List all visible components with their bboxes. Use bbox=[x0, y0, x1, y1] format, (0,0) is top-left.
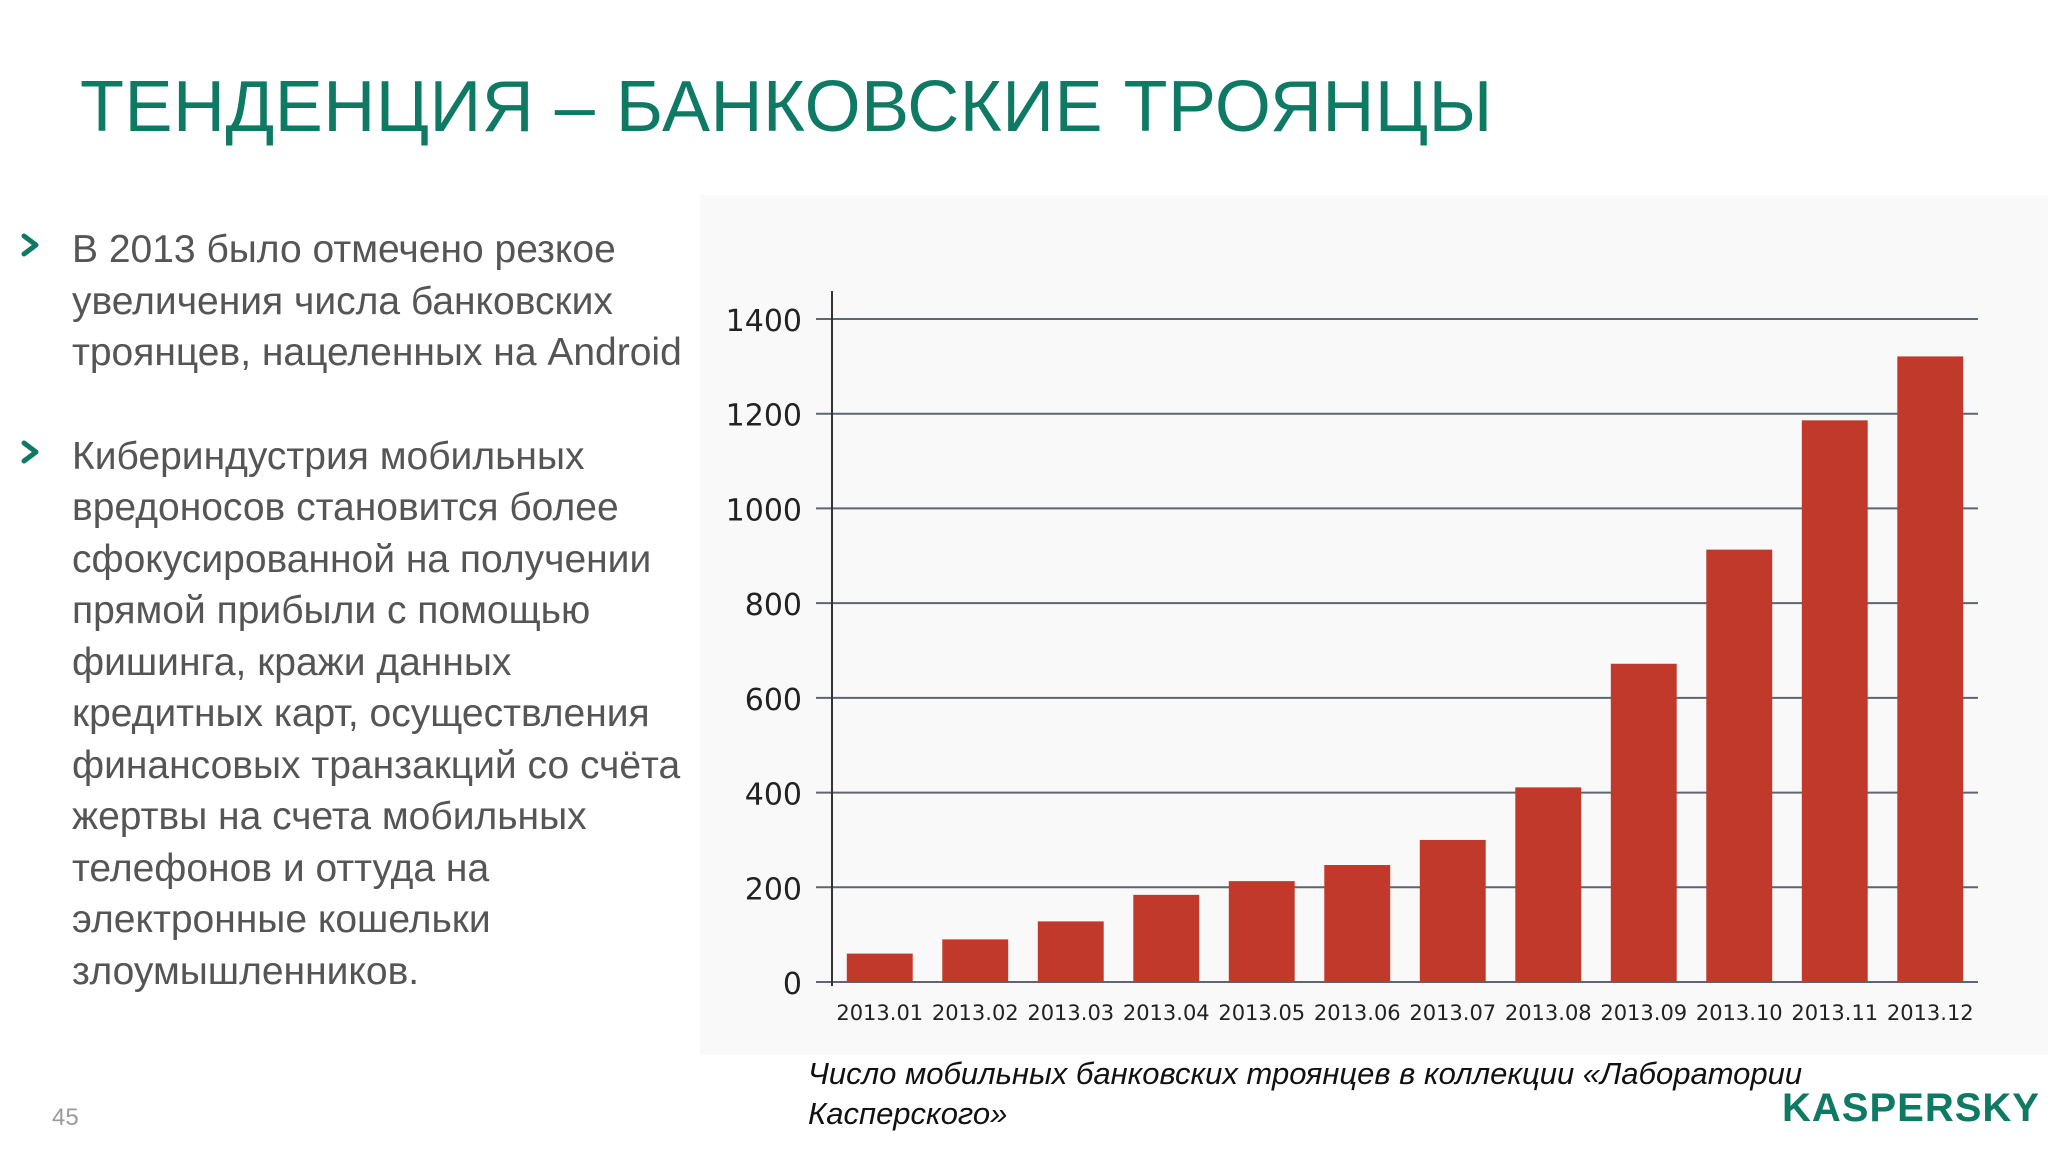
y-tick-label: 400 bbox=[745, 778, 802, 813]
bar-2013.11 bbox=[1801, 420, 1868, 982]
bullet-text: В 2013 было отмечено резкое увеличения ч… bbox=[72, 228, 682, 374]
kaspersky-logo: KASPERSKY lab bbox=[1782, 1086, 2048, 1131]
chart-caption: Число мобильных банковских троянцев в ко… bbox=[808, 1056, 1803, 1131]
y-tick-label: 1000 bbox=[726, 493, 802, 528]
page-number: 45 bbox=[52, 1104, 79, 1131]
y-tick-label: 0 bbox=[783, 967, 802, 1002]
bar-2013.07 bbox=[1419, 839, 1486, 982]
x-tick-label: 2013.10 bbox=[1696, 1001, 1783, 1025]
x-tick-label: 2013.04 bbox=[1123, 1001, 1210, 1025]
x-tick-label: 2013.07 bbox=[1409, 1001, 1496, 1025]
bar-2013.10 bbox=[1706, 549, 1773, 982]
x-tick-label: 2013.11 bbox=[1791, 1001, 1878, 1025]
chart-grid bbox=[816, 318, 1978, 983]
y-axis-ticks: 0 200 400 600 800 1000 1200 1400 bbox=[726, 304, 802, 1002]
bar-2013.09 bbox=[1610, 663, 1677, 982]
x-tick-label: 2013.09 bbox=[1600, 1001, 1687, 1025]
bullet-item: Кибериндустрия мобильных вредоносов стан… bbox=[18, 431, 708, 998]
slide-title: ТЕНДЕНЦИЯ – БАНКОВСКИЕ ТРОЯНЦЫ bbox=[80, 67, 1493, 147]
bar-2013.01 bbox=[846, 953, 913, 982]
y-tick-label: 600 bbox=[745, 683, 802, 718]
x-tick-label: 2013.01 bbox=[836, 1001, 923, 1025]
chart-bars bbox=[846, 356, 1964, 983]
bar-2013.05 bbox=[1228, 881, 1295, 982]
y-tick-label: 1200 bbox=[726, 399, 802, 434]
x-axis-ticks: 2013.01 2013.02 2013.03 2013.04 2013.05 2013.… bbox=[836, 1001, 1973, 1025]
y-tick-label: 1400 bbox=[726, 304, 802, 339]
x-tick-label: 2013.06 bbox=[1314, 1001, 1401, 1025]
bar-2013.12 bbox=[1897, 356, 1964, 983]
x-tick-label: 2013.08 bbox=[1505, 1001, 1592, 1025]
x-tick-label: 2013.03 bbox=[1027, 1001, 1114, 1025]
bullet-text: Кибериндустрия мобильных вредоносов стан… bbox=[72, 434, 681, 993]
bullet-list: В 2013 было отмечено резкое увеличения ч… bbox=[18, 224, 708, 1049]
chevron-right-icon bbox=[21, 233, 39, 257]
bullet-item: В 2013 было отмечено резкое увеличения ч… bbox=[18, 224, 708, 379]
chevron-right-icon bbox=[21, 440, 39, 463]
x-tick-label: 2013.02 bbox=[932, 1001, 1019, 1025]
bar-2013.03 bbox=[1037, 921, 1104, 982]
logo-text: KASPERSKY bbox=[1782, 1086, 2040, 1130]
bar-2013.06 bbox=[1324, 865, 1391, 982]
y-tick-label: 800 bbox=[745, 588, 802, 623]
bar-2013.08 bbox=[1515, 787, 1582, 982]
y-tick-label: 200 bbox=[745, 872, 802, 907]
x-tick-label: 2013.12 bbox=[1887, 1001, 1974, 1025]
bar-2013.02 bbox=[942, 939, 1009, 982]
bar-chart: 0 200 400 600 800 1000 1200 1400 2013.01 2013.02… bbox=[726, 291, 1978, 1025]
x-tick-label: 2013.05 bbox=[1218, 1001, 1305, 1025]
bar-2013.04 bbox=[1133, 894, 1200, 982]
